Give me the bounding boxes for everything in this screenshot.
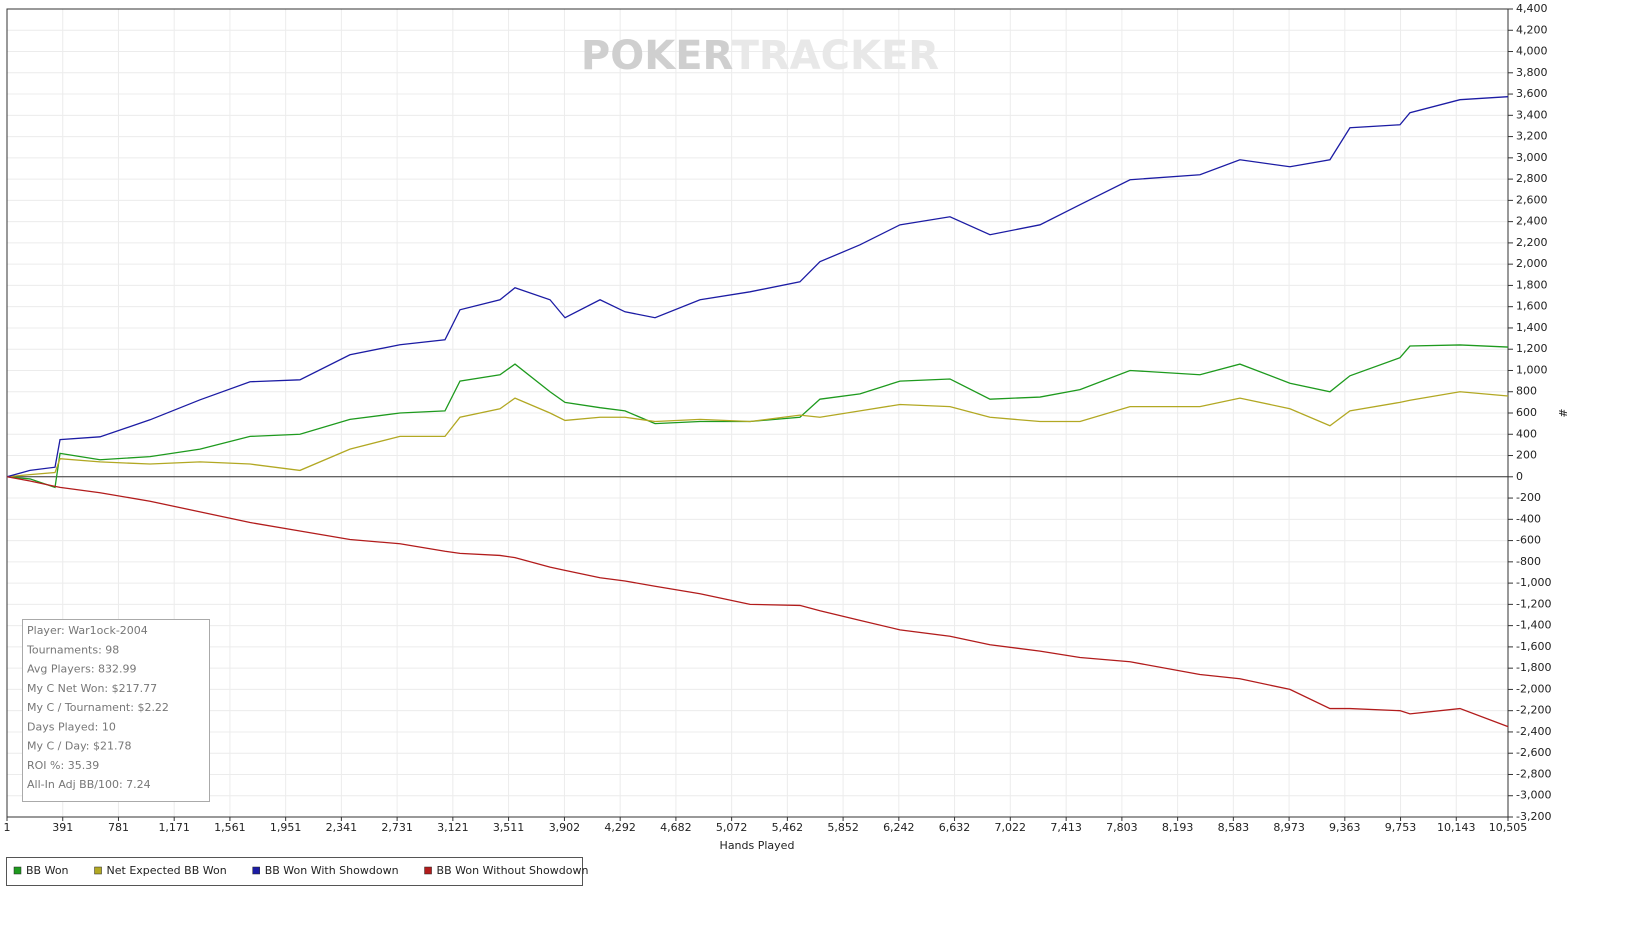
- series-line: [6, 391, 1509, 478]
- x-tick-label: 3,902: [549, 821, 581, 834]
- y-tick-label: 4,000: [1516, 45, 1548, 58]
- x-tick-label: 5,072: [716, 821, 748, 834]
- y-tick-label: 1,800: [1516, 278, 1548, 291]
- y-tick-label: 2,200: [1516, 236, 1548, 249]
- x-tick-label: 3,121: [437, 821, 469, 834]
- stats-text: Tournaments: 98: [26, 643, 119, 656]
- x-tick-label: 1,561: [214, 821, 246, 834]
- y-tick-label: -1,000: [1516, 576, 1551, 589]
- x-tick-label: 4,292: [604, 821, 636, 834]
- stats-text: All-In Adj BB/100: 7.24: [27, 778, 151, 791]
- y-tick-label: 1,400: [1516, 321, 1548, 334]
- x-tick-label: 8,583: [1218, 821, 1250, 834]
- y-tick-label: 400: [1516, 427, 1537, 440]
- y-tick-label: -2,600: [1516, 746, 1551, 759]
- stats-box: [22, 619, 210, 802]
- y-tick-label: -1,600: [1516, 640, 1551, 653]
- x-tick-label: 10,505: [1489, 821, 1528, 834]
- stats-text: Player: War1ock-2004: [27, 624, 148, 637]
- y-tick-label: -200: [1516, 491, 1541, 504]
- stats-text: Avg Players: 832.99: [27, 663, 137, 676]
- legend-swatch: [94, 866, 102, 875]
- x-tick-label: 2,731: [381, 821, 413, 834]
- legend-label: Net Expected BB Won: [107, 864, 227, 877]
- y-tick-label: -2,200: [1516, 704, 1551, 717]
- x-tick-label: 1: [4, 821, 11, 834]
- series-line: [6, 344, 1509, 489]
- y-axis-label: #: [1556, 408, 1569, 417]
- x-tick-label: 7,413: [1050, 821, 1082, 834]
- watermark-part: TRACKER: [732, 33, 940, 79]
- y-tick-label: 3,000: [1516, 151, 1548, 164]
- y-tick-label: 2,600: [1516, 193, 1548, 206]
- y-tick-label: 1,000: [1516, 363, 1548, 376]
- x-tick-label: 8,193: [1162, 821, 1194, 834]
- y-tick-label: 2,000: [1516, 257, 1548, 270]
- x-tick-label: 781: [108, 821, 129, 834]
- series-line: [6, 96, 1509, 478]
- y-tick-label: 1,600: [1516, 300, 1548, 313]
- y-tick-label: 3,800: [1516, 66, 1548, 79]
- x-tick-label: 9,363: [1329, 821, 1361, 834]
- x-tick-label: 7,803: [1106, 821, 1138, 834]
- series-line: [6, 476, 1509, 728]
- watermark-part: POKER: [581, 33, 733, 79]
- y-tick-label: -1,800: [1516, 661, 1551, 674]
- x-tick-label: 1,171: [158, 821, 190, 834]
- x-tick-label: 7,022: [995, 821, 1027, 834]
- x-tick-label: 5,462: [772, 821, 804, 834]
- y-tick-label: -1,400: [1516, 619, 1551, 632]
- y-tick-label: 200: [1516, 449, 1537, 462]
- y-tick-label: -2,400: [1516, 725, 1551, 738]
- x-tick-label: 6,632: [939, 821, 971, 834]
- x-tick-label: 5,852: [827, 821, 859, 834]
- y-tick-label: 3,600: [1516, 87, 1548, 100]
- stats-text: My C / Tournament: $2.22: [27, 701, 169, 714]
- y-tick-label: -2,800: [1516, 767, 1551, 780]
- y-tick-label: 3,200: [1516, 130, 1548, 143]
- legend-label: BB Won With Showdown: [265, 864, 399, 877]
- x-tick-label: 1,951: [270, 821, 302, 834]
- x-tick-label: 2,341: [326, 821, 358, 834]
- y-tick-label: -3,000: [1516, 789, 1551, 802]
- x-tick-label: 10,143: [1437, 821, 1476, 834]
- y-tick-label: 0: [1516, 470, 1523, 483]
- y-tick-label: -1,200: [1516, 597, 1551, 610]
- y-tick-label: 3,400: [1516, 108, 1548, 121]
- y-tick-label: 800: [1516, 385, 1537, 398]
- watermark: POKERTRACKER: [581, 33, 939, 79]
- x-tick-label: 8,973: [1273, 821, 1305, 834]
- legend-box: [6, 857, 583, 886]
- y-tick-label: 4,200: [1516, 23, 1548, 36]
- y-tick-label: -800: [1516, 555, 1541, 568]
- y-tick-label: 4,400: [1516, 2, 1548, 15]
- x-tick-label: 6,242: [883, 821, 915, 834]
- y-tick-label: -2,000: [1516, 682, 1551, 695]
- stats-text: My C Net Won: $217.77: [27, 682, 157, 695]
- legend-swatch: [424, 866, 432, 875]
- stats-text: ROI %: 35.39: [27, 759, 99, 772]
- y-tick-label: 2,800: [1516, 172, 1548, 185]
- x-tick-label: 3,511: [493, 821, 525, 834]
- legend-label: BB Won: [26, 864, 69, 877]
- y-tick-label: -3,200: [1516, 810, 1551, 823]
- x-tick-label: 391: [52, 821, 73, 834]
- x-tick-label: 9,753: [1385, 821, 1417, 834]
- y-tick-label: 2,400: [1516, 215, 1548, 228]
- x-tick-label: 4,682: [660, 821, 692, 834]
- y-tick-label: 1,200: [1516, 342, 1548, 355]
- legend-swatch: [13, 866, 22, 875]
- y-tick-label: -600: [1516, 534, 1541, 547]
- stats-text: My C / Day: $21.78: [27, 740, 132, 753]
- stats-text: Days Played: 10: [27, 720, 116, 733]
- y-tick-label: 600: [1516, 406, 1537, 419]
- y-tick-label: -400: [1516, 512, 1541, 525]
- x-axis-label: Hands Played: [720, 839, 795, 852]
- legend-swatch: [252, 866, 260, 875]
- legend-label: BB Won Without Showdown: [437, 864, 589, 877]
